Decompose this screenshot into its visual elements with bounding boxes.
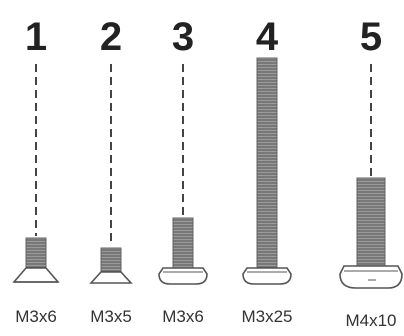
screw-2	[89, 247, 133, 284]
screw-size-4: M3x25	[241, 307, 292, 326]
screw-size-2: M3x5	[90, 307, 132, 326]
screw-5	[339, 177, 403, 289]
screw-number-3: 3	[172, 15, 194, 59]
screw-size-5: M4x10	[345, 311, 396, 330]
screw-number-4: 4	[256, 15, 279, 59]
screw-3	[158, 217, 208, 285]
screw-number-1: 1	[25, 15, 47, 59]
screw-1	[12, 237, 60, 283]
screw-size-1: M3x6	[15, 307, 57, 326]
screw-number-5: 5	[360, 15, 382, 59]
screw-number-2: 2	[100, 15, 122, 59]
screw-size-3: M3x6	[162, 307, 204, 326]
screw-4	[242, 57, 292, 285]
